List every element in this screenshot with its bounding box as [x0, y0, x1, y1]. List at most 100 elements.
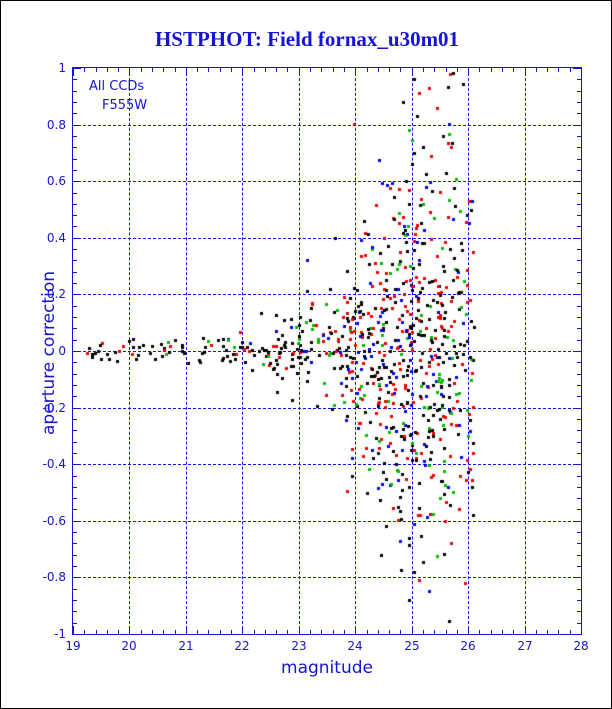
axis-tick-x — [581, 68, 582, 76]
axis-tick-y — [73, 159, 77, 160]
axis-tick-y — [73, 272, 77, 273]
axis-tick-x — [446, 630, 447, 634]
axis-tick-y — [73, 340, 77, 341]
axis-tick-x — [468, 626, 469, 634]
axis-tick-y — [73, 294, 81, 295]
axis-tick-y — [73, 102, 77, 103]
axis-tick-x — [129, 626, 130, 634]
axis-tick-y — [73, 589, 77, 590]
axis-tick-x — [310, 68, 311, 72]
axis-tick-y — [577, 555, 581, 556]
axis-tick-y — [577, 283, 581, 284]
axis-tick-x — [355, 68, 356, 76]
axis-tick-x — [254, 68, 255, 72]
axis-tick-x — [434, 68, 435, 72]
axis-tick-x — [141, 630, 142, 634]
axis-tick-x — [254, 630, 255, 634]
x-tick-label: 27 — [517, 639, 533, 653]
axis-tick-y — [73, 113, 77, 114]
y-tick-label: 0 — [58, 344, 66, 358]
axis-tick-y — [73, 79, 77, 80]
axis-tick-y — [73, 611, 77, 612]
y-tick-label: -0.8 — [42, 570, 66, 584]
axis-tick-x — [73, 68, 74, 76]
scatter-points — [73, 68, 581, 634]
axis-tick-y — [73, 600, 77, 601]
axis-tick-x — [344, 68, 345, 72]
axis-tick-y — [577, 249, 581, 250]
axis-tick-y — [577, 509, 581, 510]
axis-tick-x — [491, 630, 492, 634]
axis-tick-y — [73, 543, 77, 544]
axis-tick-x — [220, 630, 221, 634]
y-tick-label: 0.8 — [46, 118, 66, 132]
axis-tick-x — [344, 630, 345, 634]
axis-tick-x — [513, 68, 514, 72]
axis-tick-y — [73, 396, 77, 397]
axis-tick-y — [73, 476, 77, 477]
axis-tick-x — [479, 630, 480, 634]
axis-tick-x — [265, 68, 266, 72]
y-tick-label: 0.4 — [46, 231, 66, 245]
axis-tick-x — [299, 626, 300, 634]
axis-tick-y — [577, 396, 581, 397]
axis-tick-x — [231, 630, 232, 634]
axis-tick-x — [175, 68, 176, 72]
axis-tick-x — [197, 630, 198, 634]
axis-tick-x — [208, 68, 209, 72]
axis-tick-y — [73, 283, 77, 284]
page-title: HSTPHOT: Field fornax_u30m01 — [154, 27, 460, 51]
axis-tick-x — [400, 68, 401, 72]
axis-tick-y — [573, 351, 581, 352]
axis-tick-x — [186, 626, 187, 634]
axis-tick-y — [577, 147, 581, 148]
x-tick-label: 21 — [178, 639, 194, 653]
axis-tick-y — [73, 555, 77, 556]
axis-tick-x — [457, 630, 458, 634]
axis-tick-x — [175, 630, 176, 634]
axis-tick-x — [186, 68, 187, 76]
axis-tick-y — [73, 509, 77, 510]
axis-tick-x — [73, 626, 74, 634]
annotation-line-ccds: All CCDs — [89, 79, 145, 94]
axis-tick-y — [577, 159, 581, 160]
axis-tick-y — [73, 408, 81, 409]
axis-tick-y — [577, 487, 581, 488]
axis-tick-x — [152, 68, 153, 72]
axis-tick-y — [73, 260, 77, 261]
axis-tick-y — [73, 634, 81, 635]
axis-tick-x — [84, 630, 85, 634]
axis-tick-x — [96, 630, 97, 634]
axis-tick-x — [434, 630, 435, 634]
axis-tick-x — [242, 626, 243, 634]
axis-tick-x — [502, 630, 503, 634]
plot-area — [72, 67, 582, 635]
axis-tick-y — [577, 170, 581, 171]
axis-tick-x — [242, 68, 243, 76]
axis-tick-y — [577, 453, 581, 454]
x-tick-label: 28 — [573, 639, 589, 653]
axis-tick-y — [577, 374, 581, 375]
axis-tick-x — [468, 68, 469, 76]
axis-tick-x — [378, 630, 379, 634]
axis-tick-x — [118, 68, 119, 72]
x-tick-label: 19 — [65, 639, 81, 653]
axis-tick-y — [73, 136, 77, 137]
axis-tick-y — [577, 532, 581, 533]
axis-tick-y — [577, 498, 581, 499]
axis-tick-x — [423, 630, 424, 634]
axis-tick-y — [577, 362, 581, 363]
axis-tick-y — [73, 566, 77, 567]
axis-tick-y — [573, 181, 581, 182]
axis-tick-x — [208, 630, 209, 634]
x-tick-label: 22 — [234, 639, 250, 653]
y-tick-label: -0.4 — [42, 457, 66, 471]
axis-tick-y — [577, 272, 581, 273]
axis-tick-y — [577, 543, 581, 544]
axis-tick-y — [73, 306, 77, 307]
axis-tick-y — [73, 238, 81, 239]
axis-tick-y — [73, 385, 77, 386]
axis-tick-y — [573, 521, 581, 522]
y-tick-label: -0.6 — [42, 514, 66, 528]
